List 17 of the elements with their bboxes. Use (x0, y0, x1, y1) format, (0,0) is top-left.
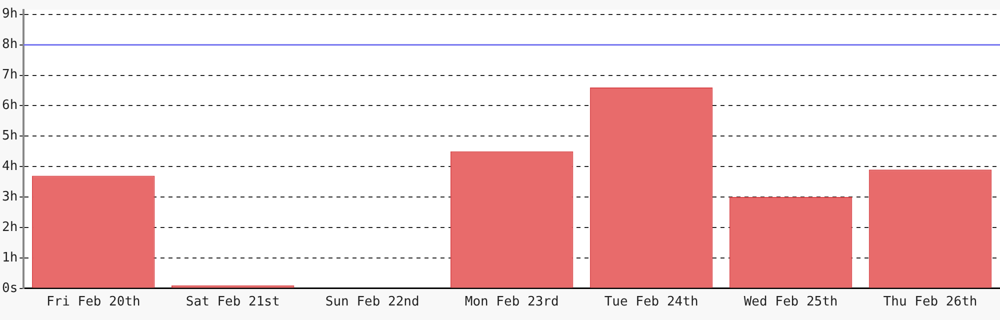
y-tick-label: 5h (2, 128, 18, 144)
y-tick-label: 9h (2, 6, 18, 22)
x-tick-label: Thu Feb 26th (883, 294, 978, 310)
x-tick-label: Mon Feb 23rd (464, 294, 559, 310)
y-tick-label: 7h (2, 68, 18, 83)
x-tick-label: Sun Feb 22nd (325, 294, 420, 310)
y-tick-label: 4h (2, 158, 18, 174)
x-tick-label: Wed Feb 25th (744, 294, 838, 310)
y-tick-label: 0s (2, 280, 18, 296)
y-tick-label: 2h (2, 220, 18, 235)
y-tick-label: 8h (2, 37, 18, 52)
y-tick-label: 3h (2, 189, 18, 204)
y-tick-label: 6h (2, 98, 18, 114)
x-tick-label: Tue Feb 24th (604, 294, 698, 310)
y-tick-label: 1h (2, 250, 18, 266)
x-tick-label: Fri Feb 20th (46, 294, 140, 310)
x-tick-label: Sat Feb 21st (186, 294, 280, 310)
